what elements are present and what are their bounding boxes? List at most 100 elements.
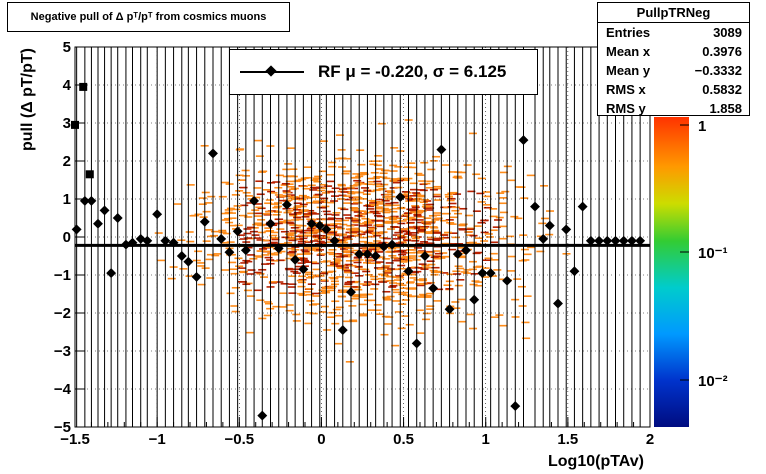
histogram-cell [381, 315, 390, 318]
histogram-cell [366, 262, 375, 265]
histogram-cell [288, 232, 297, 234]
histogram-cell [352, 259, 361, 262]
histogram-cell [295, 229, 304, 231]
histogram-cell [264, 302, 273, 305]
histogram-cell [256, 250, 265, 252]
histogram-cell [352, 229, 361, 231]
histogram-cell [288, 239, 297, 242]
histogram-cell [286, 233, 295, 235]
histogram-cell [518, 305, 527, 307]
histogram-cell [446, 221, 455, 224]
histogram-cell [394, 186, 403, 189]
histogram-cell [262, 213, 271, 215]
histogram-cell [465, 228, 474, 231]
histogram-cell [201, 191, 210, 194]
histogram-cell [344, 198, 353, 201]
histogram-cell [280, 230, 289, 233]
histogram-cell [358, 303, 367, 306]
histogram-cell [253, 237, 262, 239]
histogram-cell [252, 196, 261, 199]
histogram-cell [340, 191, 349, 193]
histogram-cell [293, 211, 302, 214]
histogram-cell [213, 253, 222, 255]
histogram-cell [353, 210, 362, 213]
histogram-cell [391, 344, 400, 347]
histogram-cell [394, 217, 403, 220]
histogram-cell [314, 193, 323, 196]
histogram-cell [456, 279, 465, 281]
stats-box: PullpTRNeg Entries 3089 Mean x 0.3976 Me… [597, 2, 750, 116]
histogram-cell [318, 311, 327, 313]
histogram-cell [337, 246, 346, 248]
data-point [502, 275, 513, 286]
histogram-cell [285, 221, 294, 224]
histogram-cell [442, 164, 451, 166]
histogram-cell [299, 185, 308, 188]
histogram-cell [327, 289, 336, 292]
histogram-cell [448, 171, 457, 173]
histogram-cell [238, 267, 247, 269]
histogram-cell [354, 215, 363, 217]
histogram-cell [517, 285, 526, 288]
histogram-cell [255, 180, 264, 183]
histogram-cell [382, 177, 391, 180]
histogram-cell [353, 201, 362, 204]
histogram-cell [450, 243, 459, 245]
histogram-cell [297, 262, 306, 264]
histogram-cell [403, 294, 412, 296]
histogram-cell [349, 319, 358, 322]
histogram-cell [328, 165, 337, 168]
histogram-cell [405, 287, 414, 290]
histogram-cell [440, 242, 449, 245]
data-point-square [85, 170, 94, 179]
histogram-cell [286, 147, 295, 149]
histogram-cell [370, 201, 379, 203]
histogram-cell [401, 252, 410, 254]
histogram-cell [393, 291, 402, 294]
data-point [518, 135, 529, 146]
histogram-cell [484, 257, 493, 260]
histogram-cell [424, 231, 433, 233]
histogram-cell [392, 300, 401, 302]
histogram-cell [319, 140, 328, 142]
histogram-cell [366, 177, 375, 180]
histogram-cell [280, 184, 289, 186]
histogram-cell [251, 209, 260, 211]
histogram-cell [454, 265, 463, 268]
histogram-cell [359, 225, 368, 227]
histogram-cell [338, 166, 347, 168]
histogram-cell [328, 270, 337, 273]
histogram-cell [415, 309, 424, 312]
histogram-cell [448, 202, 457, 205]
histogram-cell [480, 240, 489, 242]
histogram-cell [186, 184, 195, 186]
histogram-cell [228, 217, 237, 220]
histogram-cell [481, 276, 490, 278]
histogram-cell [463, 269, 472, 271]
histogram-cell [408, 209, 417, 212]
histogram-cell [359, 183, 368, 185]
histogram-cell [259, 248, 268, 250]
histogram-cell [472, 252, 481, 255]
histogram-cell [452, 206, 461, 209]
histogram-cell [472, 210, 481, 212]
histogram-cell [501, 190, 510, 193]
histogram-cell [316, 275, 325, 277]
histogram-cell [245, 331, 254, 334]
histogram-cell [334, 157, 343, 160]
histogram-cell [304, 241, 313, 243]
histogram-cell [414, 226, 423, 229]
histogram-cell [409, 182, 418, 185]
histogram-cell [475, 265, 484, 268]
histogram-cell [373, 175, 382, 178]
histogram-cell [239, 186, 248, 189]
histogram-cell [318, 170, 327, 173]
histogram-cell [358, 210, 367, 212]
histogram-cell [360, 171, 369, 174]
histogram-cell [334, 259, 343, 262]
histogram-cell [398, 220, 407, 222]
histogram-cell [202, 240, 211, 242]
histogram-cell [447, 192, 456, 195]
histogram-cell [426, 260, 435, 262]
histogram-cell [254, 203, 263, 205]
